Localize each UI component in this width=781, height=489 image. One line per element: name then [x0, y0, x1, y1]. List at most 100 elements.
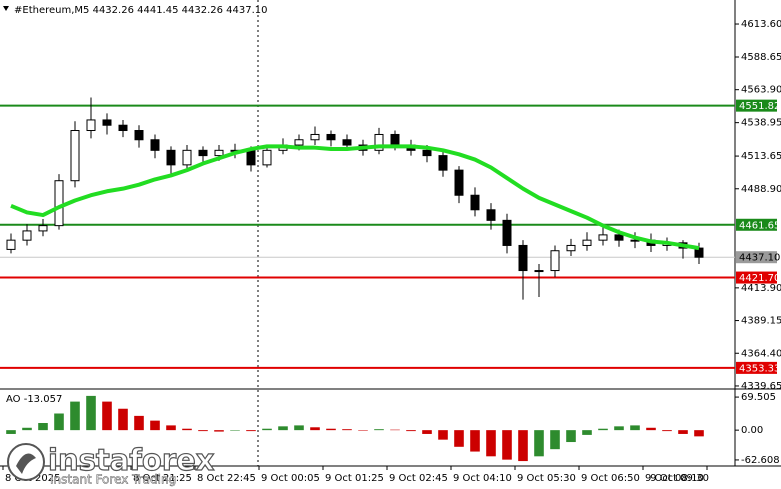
ao-bar [198, 430, 208, 432]
candle-body [630, 239, 640, 242]
x-tick-label: 8 Oct 22:45 [197, 473, 256, 484]
candle-body [438, 155, 448, 171]
ao-bar [614, 426, 624, 431]
ao-bar [278, 426, 288, 431]
ao-bar [406, 430, 416, 432]
ao-bar [390, 429, 400, 431]
ao-bar [230, 430, 240, 431]
y-tick-label: 4413.90 [741, 283, 781, 294]
ao-bar [358, 430, 368, 431]
ao-bar [38, 423, 48, 431]
y-tick-label: 4364.40 [741, 348, 781, 359]
ao-bar [86, 395, 96, 431]
candle-body [70, 130, 80, 182]
watermark: instaforex Instant Forex Trading [7, 442, 215, 487]
candle-body [614, 234, 624, 241]
candle-body [54, 180, 64, 227]
ao-bar [534, 430, 544, 457]
x-tick-label: 9 Oct 00:05 [261, 473, 320, 484]
level-label-box [736, 218, 777, 231]
y-tick-label: 4613.60 [741, 19, 781, 30]
ao-bar [518, 430, 528, 462]
ao-bar [102, 401, 112, 431]
watermark-tagline: Instant Forex Trading [50, 473, 176, 487]
candle-body [166, 149, 176, 166]
moving-average [10, 144, 700, 251]
candle-body [454, 169, 464, 196]
ao-bar [374, 429, 384, 431]
y-tick-label: 69.505 [741, 392, 776, 403]
candle-body [598, 234, 608, 241]
x-tick-label: 9 Oct 06:50 [581, 473, 640, 484]
candle-body [502, 219, 512, 246]
y-tick-label: -62.608 [741, 455, 780, 466]
ao-bar [550, 430, 560, 450]
header-arrow [3, 6, 9, 11]
candle-body [582, 239, 592, 246]
candle-body [342, 139, 352, 146]
ao-bar [646, 427, 656, 431]
level-label-box [736, 99, 777, 112]
candle-body [374, 133, 384, 151]
candle-body [86, 119, 96, 132]
candle-body [134, 130, 144, 141]
ao-bar [134, 415, 144, 431]
y-tick-label: 0.00 [741, 425, 763, 436]
candle-body [118, 124, 128, 132]
candle-body [38, 225, 48, 232]
candle-body [534, 270, 544, 273]
candle-body [198, 149, 208, 157]
level-label: 4461.65 [739, 220, 780, 231]
ao-bar [694, 430, 704, 437]
y-tick-label: 4339.65 [741, 381, 781, 392]
level-label: 4353.33 [739, 363, 780, 374]
ao-bar [246, 430, 256, 432]
y-tick-label: 4488.90 [741, 184, 781, 195]
candle-body [470, 194, 480, 211]
ao-bar [342, 429, 352, 431]
ao-bar [422, 430, 432, 434]
candle-body [246, 149, 256, 166]
ao-bar [70, 401, 80, 431]
ao-bar [502, 430, 512, 460]
candle-body [6, 239, 16, 250]
ao-bar [326, 428, 336, 431]
candle-body [22, 230, 32, 241]
current-price-label: 4437.10 [739, 253, 780, 264]
candle-body [102, 119, 112, 126]
indicator-title: AO -13.057 [6, 394, 62, 405]
candle-body [310, 133, 320, 141]
ao-bar [582, 430, 592, 435]
ao-bar [630, 425, 640, 431]
ao-bar [678, 430, 688, 434]
level-label: 4551.82 [739, 101, 780, 112]
x-tick-label: 9 Oct 08:10 [645, 473, 704, 484]
candle-body [486, 209, 496, 221]
y-tick-label: 4513.65 [741, 151, 781, 162]
candle-body [326, 133, 336, 141]
x-tick-label: 8 Oct 21:25 [133, 473, 192, 484]
level-label: 4421.70 [739, 273, 780, 284]
y-tick-label: 4538.95 [741, 118, 781, 129]
y-tick-label: 4588.65 [741, 52, 781, 63]
ao-bar [118, 408, 128, 431]
ao-bar [662, 430, 672, 432]
ao-bar [310, 427, 320, 431]
y-tick-label: 4389.15 [741, 316, 781, 327]
ao-bar [486, 430, 496, 457]
x-tick-label: 9 Oct 04:10 [453, 473, 512, 484]
candle-body [422, 149, 432, 157]
level-label-box [736, 271, 777, 284]
ao-bar [262, 428, 272, 431]
level-label-box [736, 361, 777, 374]
candle-body [262, 149, 272, 166]
ao-bar [454, 430, 464, 447]
x-tick-label: 9 Oct 02:45 [389, 473, 448, 484]
ao-bar [598, 428, 608, 431]
candle-body [566, 244, 576, 252]
ao-bar [438, 430, 448, 440]
x-tick-label: 9 Oct 09:30 [650, 473, 709, 484]
candle-body [294, 139, 304, 146]
candle-body [390, 133, 400, 146]
